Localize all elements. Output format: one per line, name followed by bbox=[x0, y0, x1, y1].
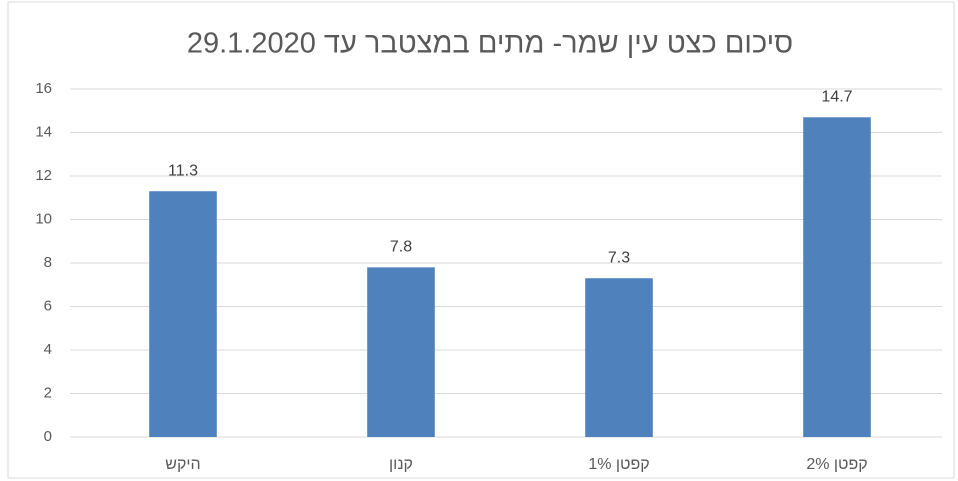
y-tick-label: 10 bbox=[35, 210, 52, 227]
y-tick-label: 0 bbox=[44, 428, 52, 445]
bar bbox=[585, 278, 653, 437]
y-tick-label: 16 bbox=[35, 80, 52, 97]
y-tick-label: 6 bbox=[44, 297, 52, 314]
data-label: 7.8 bbox=[390, 239, 412, 256]
bar bbox=[803, 117, 871, 438]
data-label: 7.3 bbox=[608, 249, 630, 266]
bar bbox=[149, 191, 217, 437]
y-tick-label: 8 bbox=[44, 254, 52, 271]
x-tick-label: קפטן 2% bbox=[806, 456, 867, 473]
x-tick-label: קפטן 1% bbox=[588, 456, 649, 473]
data-label: 14.7 bbox=[821, 88, 852, 105]
y-tick-label: 4 bbox=[44, 341, 52, 358]
y-tick-label: 14 bbox=[35, 123, 52, 140]
x-tick-label: היקש bbox=[165, 456, 200, 473]
bar bbox=[367, 267, 435, 437]
chart-title: סיכום כצט עין שמר- מתים במצטבר עד 29.1.2… bbox=[187, 28, 793, 60]
y-tick-label: 12 bbox=[35, 167, 52, 184]
data-label: 11.3 bbox=[168, 162, 198, 179]
x-tick-label: קנון bbox=[389, 456, 413, 473]
y-tick-label: 2 bbox=[44, 384, 52, 401]
